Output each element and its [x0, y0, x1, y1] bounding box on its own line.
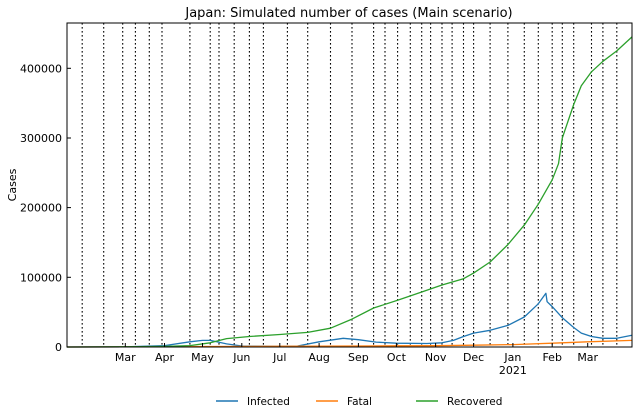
x-tick-label: Sep: [348, 351, 369, 364]
legend: Infected Fatal Recovered: [216, 396, 502, 408]
x-tick-label: Nov: [425, 351, 447, 364]
x-tick-label: Jun: [232, 351, 250, 364]
y-axis: 0 100000 200000 300000 400000: [20, 62, 71, 354]
y-tick-label: 400000: [20, 62, 62, 75]
x-tick-label: Mar: [577, 351, 598, 364]
series-line-infected: [66, 292, 633, 348]
x-tick-label: Feb: [542, 351, 561, 364]
x-tick-label: Dec: [463, 351, 484, 364]
x-tick-label: Mar: [115, 351, 136, 364]
y-tick-label: 100000: [20, 271, 62, 284]
x-tick-year-label: 2021: [499, 364, 527, 377]
change-point-lines: [81, 23, 618, 347]
chart-title: Japan: Simulated number of cases (Main s…: [184, 6, 512, 21]
x-tick-label: Oct: [387, 351, 407, 364]
legend-item-recovered: Recovered: [416, 396, 502, 408]
x-tick-label: Apr: [155, 351, 175, 364]
y-axis-label: Cases: [6, 168, 19, 201]
plot-area: [66, 22, 633, 348]
series-line-recovered: [66, 36, 633, 348]
x-tick-label: Jan: [503, 351, 521, 364]
x-tick-label: Jul: [272, 351, 286, 364]
legend-label: Recovered: [447, 396, 502, 408]
series-lines: [66, 36, 633, 348]
legend-item-infected: Infected: [216, 396, 290, 408]
legend-label: Fatal: [347, 396, 372, 408]
y-tick-label: 200000: [20, 202, 62, 215]
legend-label: Infected: [247, 396, 290, 408]
y-tick-label: 300000: [20, 132, 62, 145]
y-tick-label: 0: [55, 341, 62, 354]
x-tick-label: May: [191, 351, 214, 364]
legend-item-fatal: Fatal: [316, 396, 372, 408]
x-tick-label: Aug: [308, 351, 329, 364]
